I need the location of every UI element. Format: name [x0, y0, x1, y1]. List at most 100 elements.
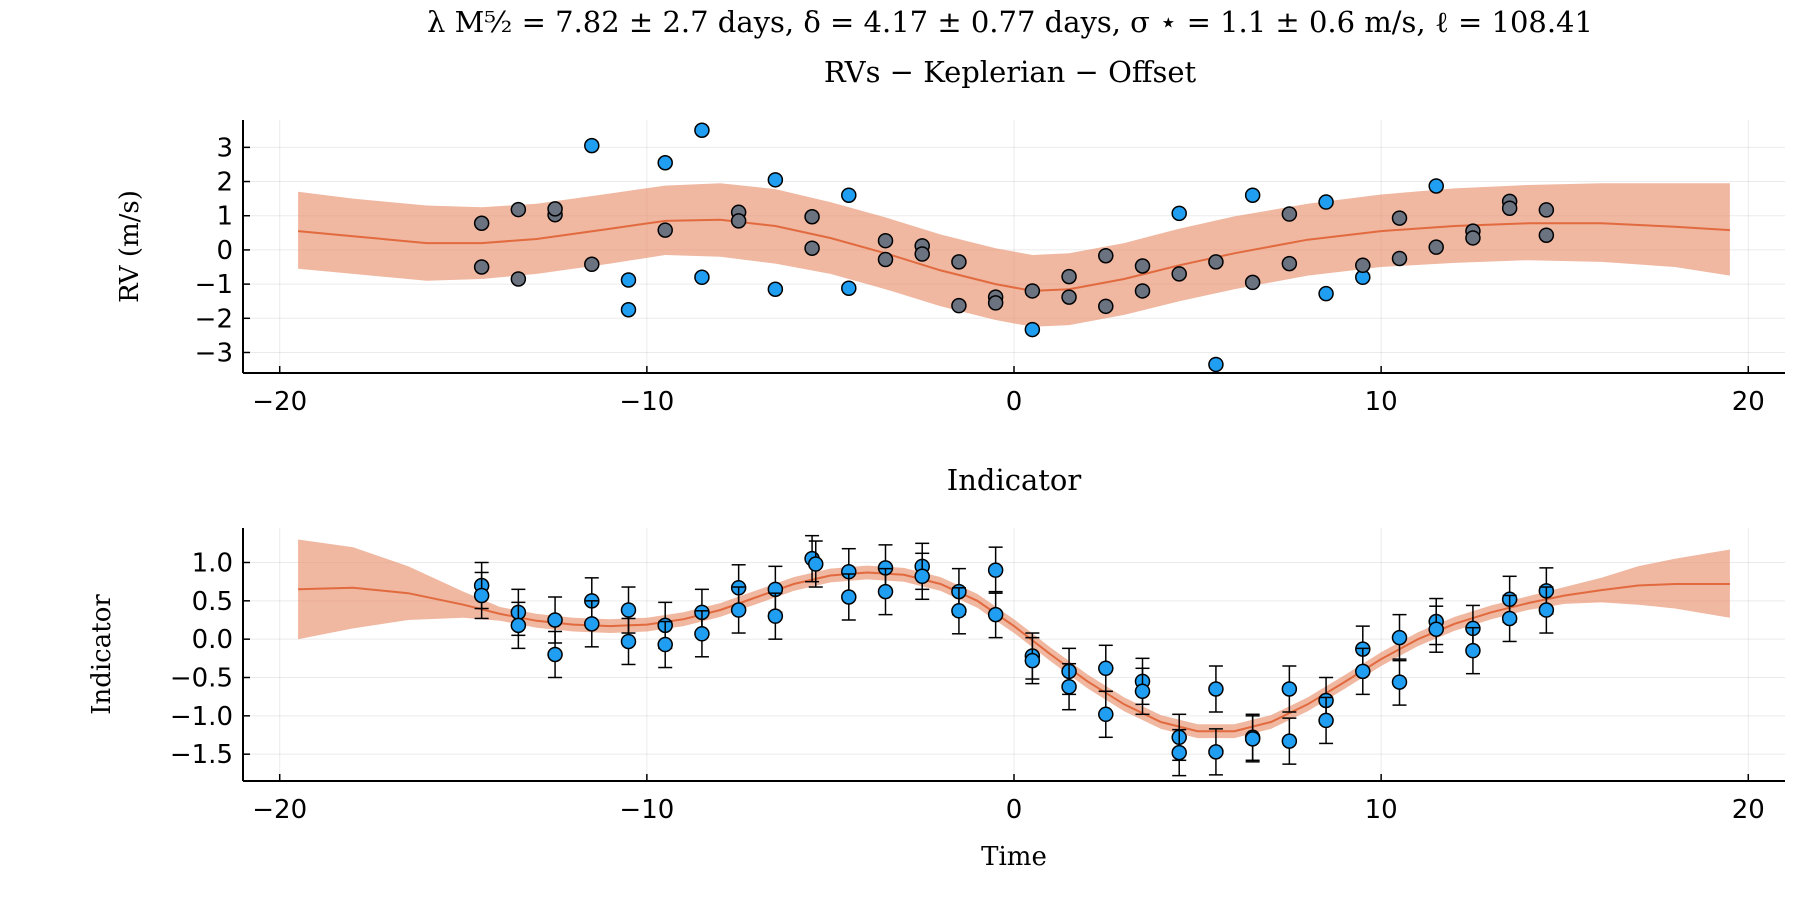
y-tick-label: 3 — [216, 133, 233, 163]
indicator-panel: −20 −10 0 10 20 −1.5 −1.0 −0.5 0.0 0.5 1.0 Indicato… — [87, 463, 1785, 872]
data-point — [1244, 187, 1261, 203]
data-point — [1355, 257, 1371, 274]
data-point — [987, 562, 1004, 578]
y-tick-label: 1 — [216, 202, 233, 232]
data-point — [951, 297, 967, 314]
data-point — [1098, 247, 1114, 264]
panel-title: Indicator — [947, 463, 1082, 497]
data-point — [730, 602, 747, 618]
data-point — [1134, 283, 1151, 299]
data-point — [1098, 298, 1114, 315]
data-point — [1318, 712, 1334, 729]
data-point — [620, 633, 637, 650]
data-point — [841, 187, 857, 203]
y-tick-label: −1.0 — [170, 702, 233, 732]
data-point — [620, 272, 637, 288]
data-point — [767, 608, 784, 624]
y-tick-label: −0.5 — [170, 664, 233, 694]
data-point — [1134, 683, 1151, 700]
x-tick-label: 10 — [1365, 387, 1398, 417]
data-point — [510, 201, 527, 218]
data-point — [1391, 674, 1408, 690]
data-point — [767, 281, 784, 297]
data-point — [1208, 356, 1224, 373]
data-point — [1208, 254, 1224, 270]
data-point — [1024, 321, 1041, 338]
data-point — [1281, 206, 1298, 222]
data-point — [547, 201, 563, 217]
y-tick-label: 1.0 — [192, 549, 233, 579]
data-point — [1281, 733, 1298, 749]
data-point — [1024, 283, 1041, 299]
gp-uncertainty-band — [298, 183, 1730, 327]
y-tick-label: 2 — [216, 168, 233, 198]
data-point — [1208, 681, 1224, 697]
data-point — [620, 302, 637, 318]
data-point — [1391, 629, 1408, 646]
y-tick-label: −1 — [195, 270, 233, 300]
data-point — [877, 583, 894, 600]
data-point — [547, 612, 563, 628]
data-point — [694, 122, 710, 139]
data-point — [510, 617, 527, 634]
y-axis-label: RV (m/s) — [115, 190, 145, 303]
x-tick-label: −10 — [619, 387, 674, 417]
data-point — [1501, 200, 1518, 216]
x-tick-label: −20 — [252, 387, 307, 417]
data-point — [877, 232, 894, 249]
figure-title-line-2: RVs − Keplerian − Offset — [824, 55, 1197, 89]
data-point — [584, 616, 600, 632]
data-point — [1428, 178, 1444, 194]
data-point — [951, 603, 967, 619]
data-point — [877, 251, 894, 268]
figure-title-line-1: λ M⁵⁄₂ = 7.82 ± 2.7 days, δ = 4.17 ± 0.7… — [427, 5, 1593, 39]
data-point — [987, 606, 1004, 623]
data-point — [1171, 266, 1187, 282]
data-point — [841, 280, 857, 296]
data-point — [1465, 642, 1481, 659]
data-point — [657, 222, 673, 238]
data-point — [1281, 681, 1298, 697]
data-point — [1538, 602, 1555, 618]
data-point — [620, 602, 637, 618]
data-point — [1171, 205, 1187, 222]
data-point — [1538, 202, 1555, 218]
x-tick-label: −20 — [252, 795, 307, 825]
data-point — [473, 215, 490, 232]
data-point — [1501, 610, 1518, 627]
data-point — [473, 587, 490, 604]
data-point — [767, 172, 784, 188]
data-point — [1428, 239, 1444, 255]
data-point — [1538, 227, 1555, 243]
data-point — [914, 568, 930, 585]
data-point — [510, 271, 527, 287]
data-point — [987, 295, 1004, 311]
data-point — [1391, 210, 1408, 226]
x-tick-label: 10 — [1365, 795, 1398, 825]
data-point — [1318, 285, 1334, 302]
data-point — [914, 246, 930, 262]
y-tick-label: −1.5 — [170, 740, 233, 770]
data-point — [1428, 621, 1444, 637]
data-point — [1318, 194, 1334, 210]
data-point — [1061, 678, 1077, 695]
x-axis-label: Time — [981, 842, 1047, 872]
data-point — [1134, 258, 1151, 274]
y-tick-label: 0.5 — [192, 587, 233, 617]
x-tick-label: 0 — [1006, 795, 1023, 825]
data-point — [1061, 268, 1077, 285]
y-tick-label: −2 — [195, 304, 233, 334]
data-point — [1391, 250, 1408, 267]
data-point — [657, 154, 673, 171]
data-point — [1281, 255, 1298, 272]
data-point — [804, 240, 820, 256]
x-tick-label: 20 — [1732, 795, 1765, 825]
data-point — [1024, 652, 1041, 669]
x-tick-label: 0 — [1006, 387, 1023, 417]
data-point — [1098, 660, 1114, 677]
y-axis-label: Indicator — [87, 594, 117, 715]
data-point — [694, 269, 710, 286]
data-point — [804, 209, 820, 225]
data-point — [1244, 274, 1261, 291]
